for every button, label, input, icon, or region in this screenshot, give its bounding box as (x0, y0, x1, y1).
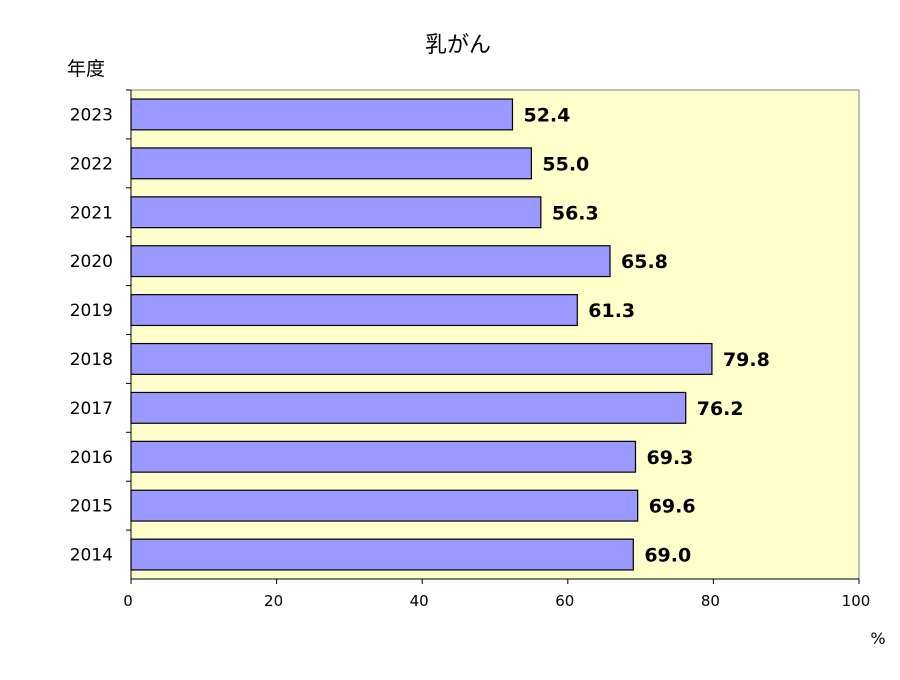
tick-label-80: 80 (701, 592, 720, 610)
category-label-2022: 2022 (70, 154, 113, 174)
bar-2022 (130, 147, 532, 180)
tick-label-60: 60 (555, 592, 574, 610)
data-label-2019: 61.3 (588, 300, 635, 322)
tick-label-20: 20 (264, 592, 283, 610)
category-label-2020: 2020 (70, 252, 113, 272)
tick-label-40: 40 (410, 592, 429, 610)
data-label-2015: 69.6 (649, 496, 696, 518)
bar-2023 (130, 98, 514, 131)
bar-series: 52.4 55.0 56.3 65.8 61.3 79.8 76.2 69.3 69.6 69.0 (130, 98, 770, 571)
data-label-2021: 56.3 (552, 202, 599, 224)
data-label-2022: 55.0 (542, 153, 589, 175)
bar-2019 (130, 294, 578, 327)
category-label-2019: 2019 (70, 301, 113, 321)
tick-label-0: 0 (123, 592, 133, 610)
category-label-2023: 2023 (70, 105, 113, 125)
bar-2015 (130, 489, 639, 522)
category-label-2018: 2018 (70, 350, 113, 370)
category-label-2016: 2016 (70, 448, 113, 468)
data-label-2020: 65.8 (621, 251, 668, 273)
data-label-2023: 52.4 (523, 104, 570, 126)
category-label-2015: 2015 (70, 497, 113, 517)
category-label-2017: 2017 (70, 399, 113, 419)
bar-2017 (130, 391, 687, 424)
data-label-2016: 69.3 (647, 447, 694, 469)
bar-2016 (130, 440, 637, 473)
bar-2014 (130, 538, 634, 571)
bar-2021 (130, 196, 542, 229)
category-axis: 2023 2022 2021 2020 2019 2018 2017 2016 2015 2014 (70, 89, 131, 566)
data-label-2018: 79.8 (723, 349, 770, 371)
tick-label-100: 100 (842, 592, 871, 610)
x-axis-unit-label: % (870, 629, 885, 648)
value-axis: 0 20 40 60 80 100 (123, 579, 870, 610)
bar-2020 (130, 245, 611, 278)
category-label-2014: 2014 (70, 546, 113, 566)
chart-title: 乳がん (425, 33, 491, 58)
category-label-2021: 2021 (70, 203, 113, 223)
data-label-2014: 69.0 (644, 545, 691, 567)
y-axis-label: 年度 (67, 58, 105, 80)
bar-2018 (130, 342, 713, 375)
data-label-2017: 76.2 (697, 398, 744, 420)
